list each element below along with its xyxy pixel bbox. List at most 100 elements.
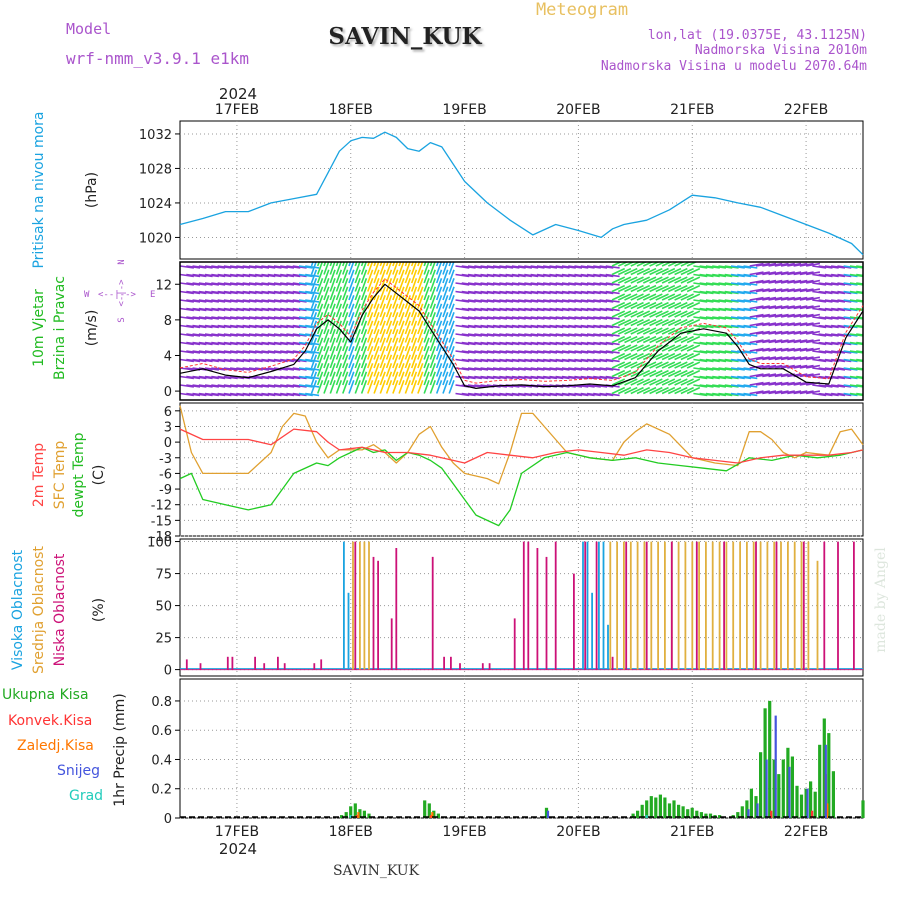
wind-arrow (267, 358, 282, 363)
wind-arrow (248, 324, 263, 329)
precip-bar (427, 803, 431, 818)
wind-arrow (586, 324, 601, 329)
wind-arrow (661, 352, 676, 361)
wind-arrow (630, 386, 644, 395)
wind-arrow (749, 390, 764, 395)
wind-arrow (229, 265, 245, 269)
wind-arrow (198, 299, 213, 303)
wind-arrow (599, 299, 614, 303)
wind-arrow (705, 367, 720, 371)
wind-arrow (292, 273, 307, 278)
y-tick-label: 3 (164, 420, 172, 435)
wind-arrow (505, 375, 520, 380)
wind-arrow (335, 278, 343, 292)
wind-arrow (549, 341, 564, 346)
wind-arrow (661, 344, 676, 352)
y-tick-label: -18 (151, 530, 172, 545)
wind-arrow (435, 371, 443, 386)
wind-arrow (429, 380, 436, 394)
wind-arrow (824, 290, 839, 295)
wind-arrow (568, 392, 583, 397)
wind-arrow (737, 282, 752, 286)
wind-arrow (686, 284, 701, 293)
wind-arrow (373, 363, 380, 377)
wind-arrow (492, 367, 508, 371)
wind-arrow (674, 284, 688, 293)
wind-arrow (768, 271, 783, 276)
wind-arrow (762, 330, 777, 335)
wind-arrow (693, 299, 708, 303)
wind-arrow (718, 392, 733, 397)
wind-arrow (812, 299, 827, 303)
wind-arrow (655, 378, 669, 386)
wind-arrow (712, 392, 727, 397)
wind-arrow (849, 333, 863, 337)
wind-arrow (755, 347, 770, 352)
wind-arrow (530, 375, 545, 380)
wind-arrow (599, 358, 614, 363)
wind-arrow (693, 384, 708, 388)
wind-arrow (248, 341, 263, 346)
wind-arrow (242, 384, 257, 388)
wind-arrow (642, 318, 657, 327)
wind-arrow (180, 350, 195, 354)
wind-arrow (273, 358, 288, 363)
wind-arrow (630, 310, 644, 318)
wind-arrow (379, 286, 386, 301)
wind-arrow (261, 307, 276, 312)
wind-arrow (360, 346, 368, 360)
wind-arrow (862, 299, 863, 301)
wind-arrow (511, 299, 526, 303)
wind-arrow (329, 286, 336, 301)
wind-arrow (730, 392, 745, 397)
wind-arrow (385, 262, 392, 275)
temp-ylabel-dewpt: dewpt Temp (71, 432, 87, 517)
wind-arrow (862, 333, 863, 335)
wind-arrow (599, 265, 614, 269)
wind-arrow (787, 262, 802, 267)
wind-arrow (292, 367, 307, 371)
wind-arrow (254, 333, 270, 337)
wind-arrow (667, 318, 682, 327)
wind-arrow (286, 290, 301, 295)
wind-arrow (429, 337, 436, 352)
wind-arrow (423, 312, 430, 326)
wind-arrow (354, 354, 361, 369)
wind-arrow (385, 303, 393, 318)
wind-arrow (273, 282, 288, 286)
wind-arrow (856, 358, 863, 362)
year-label-bottom: 2024 (219, 840, 257, 858)
wind-arrow (480, 265, 495, 269)
wind-arrow (536, 316, 551, 320)
wind-arrow (799, 390, 814, 395)
wind-arrow (768, 262, 783, 267)
wind-arrow (392, 262, 396, 267)
wind-arrow (661, 267, 676, 276)
wind-arrow (611, 267, 626, 276)
wind-arrow (780, 330, 795, 335)
wind-arrow (617, 327, 632, 335)
wind-arrow (724, 307, 739, 312)
precip-panel-frame (179, 678, 864, 819)
wind-arrow (762, 288, 777, 293)
wind-speed-line (179, 283, 864, 389)
wind-arrow (423, 269, 430, 284)
wind-arrow (530, 307, 545, 312)
wind-arrow (204, 367, 220, 371)
wind-arrow (617, 284, 632, 293)
wind-arrow (305, 333, 320, 337)
wind-arrow (768, 296, 783, 301)
wind-arrow (642, 310, 657, 318)
wind-arrow (348, 295, 355, 309)
precip-bar (362, 810, 366, 818)
wind-arrow (474, 367, 489, 371)
wind-arrow (342, 354, 349, 369)
wind-arrow (417, 278, 424, 292)
compass-arrow-we: <--|--> (98, 290, 137, 300)
wind-arrow (568, 299, 583, 303)
wind-arrow (655, 361, 669, 369)
wind-arrow (530, 350, 545, 354)
wind-arrow (461, 350, 476, 354)
wind-arrow (229, 324, 245, 329)
wind-arrow (824, 350, 839, 354)
